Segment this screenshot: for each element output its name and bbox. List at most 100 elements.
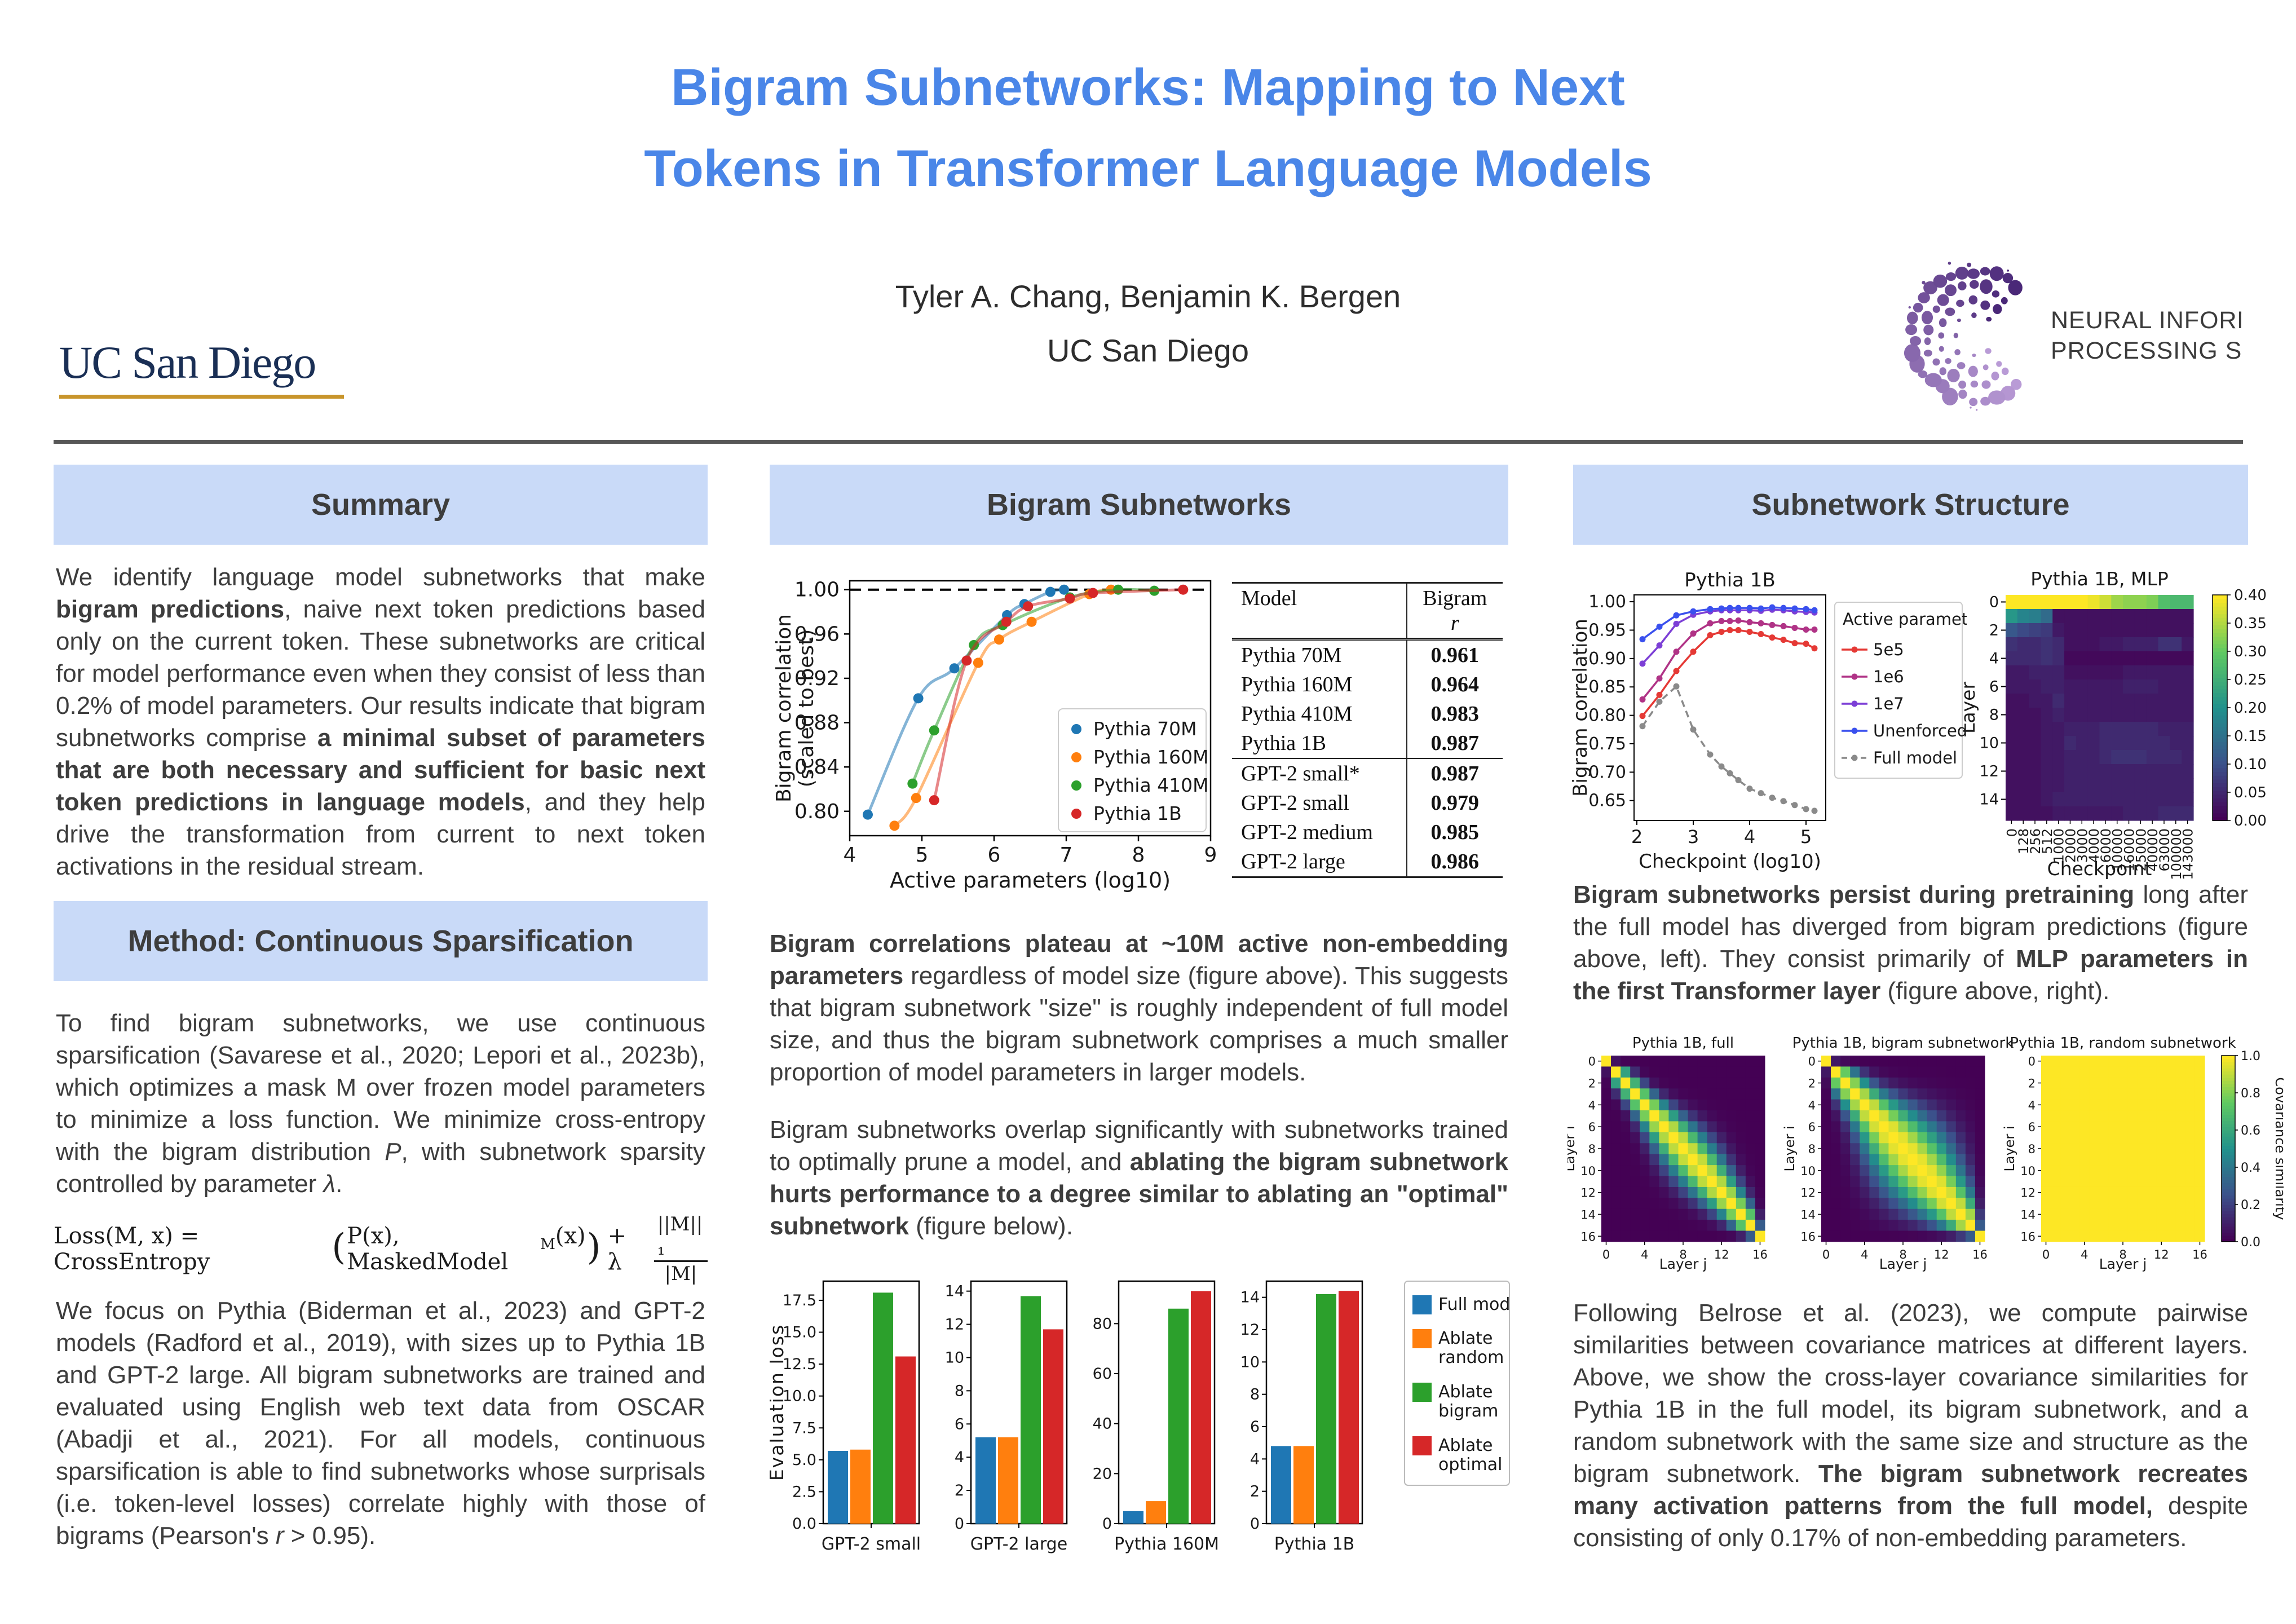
equation-argument: P(x), MaskedModel M (x) <box>347 1223 586 1276</box>
svg-text:12: 12 <box>2020 1186 2036 1200</box>
svg-text:0.05: 0.05 <box>2234 784 2267 801</box>
svg-text:16: 16 <box>1800 1230 1816 1243</box>
svg-text:8: 8 <box>1132 844 1145 867</box>
svg-text:Pythia 1B: Pythia 1B <box>1684 570 1776 592</box>
svg-text:14: 14 <box>1240 1289 1260 1307</box>
svg-text:4: 4 <box>2081 1248 2088 1261</box>
svg-text:6: 6 <box>1588 1120 1596 1134</box>
svg-text:2: 2 <box>955 1482 964 1499</box>
svg-text:1.00: 1.00 <box>794 579 840 602</box>
svg-text:12: 12 <box>945 1316 964 1334</box>
svg-text:1e7: 1e7 <box>1873 694 1904 713</box>
svg-text:16: 16 <box>1752 1248 1768 1261</box>
svg-text:0.88: 0.88 <box>794 712 840 735</box>
svg-text:128: 128 <box>2016 828 2032 854</box>
svg-text:2: 2 <box>2028 1077 2036 1091</box>
svg-text:Full model: Full model <box>1438 1295 1511 1314</box>
svg-text:20: 20 <box>1093 1465 1112 1482</box>
svg-text:0: 0 <box>955 1515 964 1533</box>
svg-text:12: 12 <box>1980 763 1999 780</box>
svg-text:4: 4 <box>1989 650 1999 668</box>
svg-text:12: 12 <box>1580 1186 1596 1200</box>
svg-text:16: 16 <box>2020 1230 2036 1243</box>
svg-text:8: 8 <box>1808 1142 1816 1156</box>
svg-text:7.5: 7.5 <box>792 1419 816 1437</box>
svg-text:6: 6 <box>988 844 1001 867</box>
svg-text:10.0: 10.0 <box>783 1388 816 1405</box>
svg-text:8: 8 <box>1250 1386 1260 1404</box>
svg-text:Pythia 1B, bigram subnetwork: Pythia 1B, bigram subnetwork <box>1792 1035 2014 1052</box>
svg-text:9: 9 <box>1204 844 1217 867</box>
svg-text:14: 14 <box>1800 1208 1816 1221</box>
svg-text:Pythia 160M: Pythia 160M <box>1114 1534 1219 1554</box>
equation-lambda-term: + λ <box>607 1223 627 1276</box>
ucsd-logo: UC San Diego <box>59 336 344 399</box>
svg-text:6: 6 <box>1250 1418 1260 1436</box>
svg-text:6: 6 <box>1989 678 1999 696</box>
svg-text:0.80: 0.80 <box>794 800 840 823</box>
svg-text:256: 256 <box>2028 828 2043 854</box>
svg-text:12: 12 <box>1714 1248 1729 1261</box>
svg-text:random: random <box>1438 1348 1504 1367</box>
svg-text:0: 0 <box>1989 594 1999 611</box>
svg-text:Pythia 1B, full: Pythia 1B, full <box>1632 1035 1734 1052</box>
svg-text:Checkpoint (log10): Checkpoint (log10) <box>1639 850 1821 873</box>
section-header-bigram-label: Bigram Subnetworks <box>986 488 1292 522</box>
svg-text:14: 14 <box>1980 791 1999 809</box>
svg-text:8: 8 <box>955 1382 964 1400</box>
svg-text:optimal: optimal <box>1438 1455 1502 1475</box>
svg-text:Evaluation loss: Evaluation loss <box>770 1324 788 1481</box>
svg-text:2: 2 <box>1631 826 1642 848</box>
svg-text:Layer i: Layer i <box>1782 1126 1798 1171</box>
svg-text:0.70: 0.70 <box>1588 762 1626 782</box>
structure-paragraph-2: Following Belrose et al. (2023), we comp… <box>1573 1299 2249 1552</box>
svg-text:Active parameters (log10): Active parameters (log10) <box>890 868 1171 893</box>
svg-text:16000: 16000 <box>2122 828 2138 871</box>
equation-close-paren: ) <box>586 1226 601 1269</box>
section-header-subnetwork-structure: Subnetwork Structure <box>1573 465 2248 545</box>
svg-text:15.0: 15.0 <box>783 1324 816 1341</box>
svg-text:Ablate: Ablate <box>1438 1436 1493 1455</box>
section-header-summary: Summary <box>54 465 708 545</box>
svg-text:12.5: 12.5 <box>783 1356 816 1373</box>
svg-text:1.0: 1.0 <box>2241 1049 2260 1063</box>
authors-block: Tyler A. Chang, Benjamin K. Bergen UC Sa… <box>0 270 2296 378</box>
svg-text:0.2: 0.2 <box>2241 1198 2260 1212</box>
svg-text:bigram: bigram <box>1438 1401 1498 1421</box>
bigram-paragraph-2: Bigram subnetworks overlap significantly… <box>770 1116 1508 1240</box>
svg-text:0.85: 0.85 <box>1588 677 1626 697</box>
svg-text:3000: 3000 <box>2074 828 2090 863</box>
svg-text:60: 60 <box>1093 1365 1112 1383</box>
svg-text:16: 16 <box>1580 1230 1596 1243</box>
svg-text:2: 2 <box>1588 1077 1596 1091</box>
svg-text:0.84: 0.84 <box>794 756 840 779</box>
ucsd-gold-underline <box>59 395 344 399</box>
author-names: Tyler A. Chang, Benjamin K. Bergen <box>895 279 1401 314</box>
svg-text:2: 2 <box>1808 1077 1816 1091</box>
svg-text:0.6: 0.6 <box>2241 1124 2260 1138</box>
svg-text:Layer j: Layer j <box>2099 1256 2147 1272</box>
svg-text:Layer i: Layer i <box>2002 1126 2017 1171</box>
svg-text:0.0: 0.0 <box>792 1515 816 1533</box>
loss-equation: Loss(M, x) = CrossEntropy ( P(x), Masked… <box>54 1212 708 1286</box>
ablation-bar-charts-figure: Evaluation loss 0.0 2.5 5.0 7.5 10.0 12.5 15.0 1… <box>766 1264 1525 1583</box>
svg-text:0.20: 0.20 <box>2234 700 2267 717</box>
svg-text:Pythia 1B, MLP: Pythia 1B, MLP <box>2030 570 2169 590</box>
svg-text:Pythia 1B: Pythia 1B <box>1274 1534 1355 1554</box>
svg-text:0.75: 0.75 <box>1588 734 1626 754</box>
poster-title: Bigram Subnetworks: Mapping to Next Toke… <box>0 47 2296 209</box>
svg-text:0.40: 0.40 <box>2234 587 2267 604</box>
svg-text:0: 0 <box>1808 1055 1816 1069</box>
svg-text:25000: 25000 <box>2133 828 2149 871</box>
equation-fraction: ||M||₁ |M| <box>654 1212 708 1286</box>
svg-text:(scaled to best): (scaled to best) <box>795 629 818 788</box>
svg-text:0: 0 <box>1588 1055 1596 1069</box>
mlp-heatmap-figure: Pythia 1B, MLP 0 2 4 6 8 10 12 14 Layer 0 128 256 512… <box>1957 568 2273 882</box>
svg-text:0.0: 0.0 <box>2241 1235 2260 1250</box>
svg-text:63000: 63000 <box>2157 828 2173 871</box>
svg-text:0.30: 0.30 <box>2234 643 2267 660</box>
svg-text:4: 4 <box>1808 1098 1816 1112</box>
svg-text:Pythia 70M: Pythia 70M <box>1093 718 1197 740</box>
svg-text:1000: 1000 <box>2051 828 2067 863</box>
